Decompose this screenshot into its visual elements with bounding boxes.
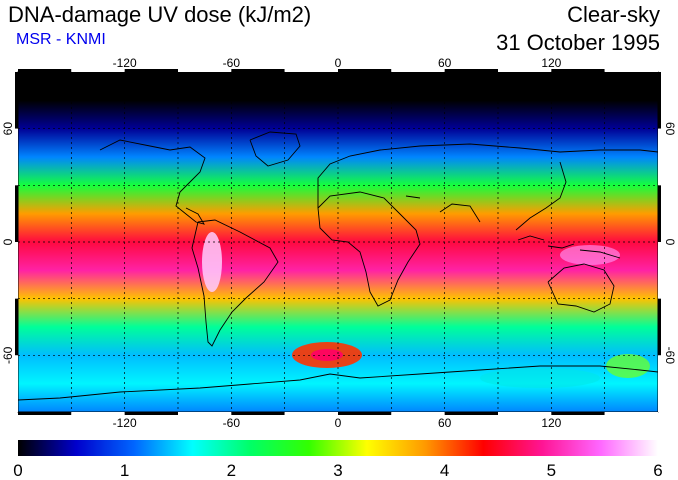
colorbar-tick-label: 6 [653, 461, 662, 480]
graticule [18, 72, 658, 412]
lon-tick-label-bottom: 0 [335, 416, 342, 430]
colorbar-tick-label: 5 [547, 461, 556, 480]
lon-labels-bottom: -120 -60 0 60 120 [113, 416, 562, 430]
frame-mark-top [284, 69, 338, 72]
lon-tick-label-top: 120 [541, 56, 561, 70]
coastlines [18, 131, 658, 401]
frame-mark-top [498, 69, 552, 72]
frame-mark-bottom [124, 412, 178, 415]
sky-condition-label: Clear-sky [567, 2, 660, 27]
frame-mark-right [658, 72, 661, 129]
credit-label: MSR - KNMI [16, 31, 106, 48]
map-title: DNA-damage UV dose (kJ/m2) [8, 2, 312, 27]
lat-tick-label-right: 60 [663, 122, 677, 136]
andes-high-dose [202, 232, 222, 292]
lat-tick-label-right: 0 [663, 239, 677, 246]
frame-mark-top [178, 69, 232, 72]
frame-mark-top [551, 69, 605, 72]
colorbar-tick-label: 2 [227, 461, 236, 480]
frame-mark-bottom [391, 412, 445, 415]
frame-mark-top [604, 69, 658, 72]
colorbar-tick-label: 4 [440, 461, 449, 480]
frame-mark-left [15, 298, 18, 356]
coastline-europe-asia [317, 143, 658, 231]
lat-tick-label-left: 0 [1, 238, 15, 245]
lat-tick-label-left: 60 [1, 122, 15, 136]
frame-mark-right [658, 128, 661, 186]
frame-mark-right [658, 242, 661, 299]
map-area [15, 69, 661, 415]
frame-mark-bottom [178, 412, 232, 415]
frame-mark-bottom [231, 412, 285, 415]
coastline-indonesia [517, 235, 621, 259]
lat-labels-left: 60 0 -60 [1, 122, 15, 364]
frame-mark-bottom [338, 412, 392, 415]
frame-mark-bottom [284, 412, 338, 415]
lat-tick-label-left: -60 [1, 346, 15, 364]
frame-mark-bottom [551, 412, 605, 415]
frame-mark-left [15, 128, 18, 186]
frame-mark-left [15, 72, 18, 129]
frame-mark-bottom [498, 412, 552, 415]
coastline-australia [547, 263, 615, 313]
frame-mark-left [15, 185, 18, 242]
lon-tick-label-bottom: -120 [113, 416, 137, 430]
frame-mark-right [658, 355, 661, 412]
colorbar-labels: 0 1 2 3 4 5 6 [13, 461, 662, 480]
lon-tick-label-bottom: 60 [438, 416, 452, 430]
coastline-africa [317, 191, 421, 307]
coastline-antarctica [18, 365, 658, 401]
lon-tick-label-top: -120 [113, 56, 137, 70]
frame-mark-top [391, 69, 445, 72]
coastline-greenland [249, 131, 301, 167]
pacific-dose-patch [606, 354, 650, 378]
frame-mark-left [15, 355, 18, 412]
lon-tick-label-bottom: 120 [541, 416, 561, 430]
local-features [202, 232, 650, 388]
coastline-north-america [99, 139, 206, 225]
southern-dose-patch [480, 368, 600, 388]
lon-labels-top: -120 -60 0 60 120 [113, 56, 562, 70]
ozone-hole-core [311, 349, 343, 361]
frame-mark-top [71, 69, 125, 72]
frame-mark-left [15, 242, 18, 299]
colorbar [18, 440, 658, 456]
frame-mark-bottom [444, 412, 498, 415]
frame-mark-right [658, 185, 661, 242]
colorbar-tick-label: 3 [333, 461, 342, 480]
frame-graticule-marks [15, 69, 661, 415]
frame-mark-top [18, 69, 72, 72]
frame-mark-top [444, 69, 498, 72]
coastline-south-america [191, 219, 279, 347]
lon-tick-label-bottom: -60 [223, 416, 241, 430]
frame-mark-bottom [604, 412, 658, 415]
frame-mark-top [231, 69, 285, 72]
frame-mark-top [338, 69, 392, 72]
frame-mark-bottom [71, 412, 125, 415]
date-label: 31 October 1995 [496, 30, 660, 55]
frame-mark-bottom [18, 412, 72, 415]
lat-labels-right: 60 0 -60 [663, 122, 677, 364]
lon-tick-label-top: 60 [438, 56, 452, 70]
frame-mark-top [124, 69, 178, 72]
frame-mark-right [658, 298, 661, 356]
lon-tick-label-top: 0 [335, 56, 342, 70]
indonesia-high-dose [560, 245, 620, 265]
lat-tick-label-right: -60 [663, 347, 677, 365]
colorbar-tick-label: 1 [120, 461, 129, 480]
colorbar-tick-label: 0 [13, 461, 22, 480]
lon-tick-label-top: -60 [223, 56, 241, 70]
